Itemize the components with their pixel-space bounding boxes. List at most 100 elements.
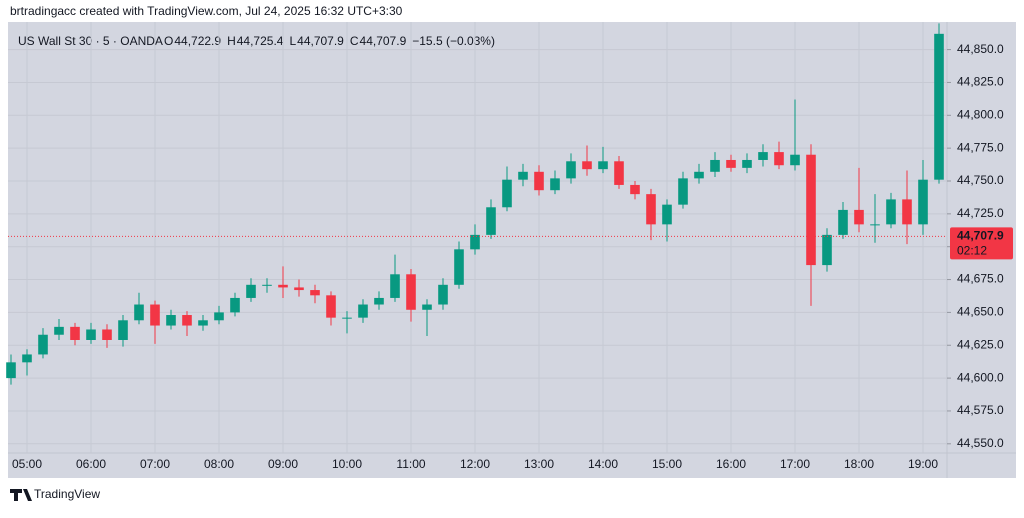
candle-body xyxy=(726,159,736,168)
y-tick-label: 44,625.0 xyxy=(957,337,1004,351)
chart-background xyxy=(8,22,1016,478)
y-tick-label: 44,550.0 xyxy=(957,436,1004,450)
candle-body xyxy=(662,204,672,225)
candle-body xyxy=(406,274,416,310)
countdown: 02:12 xyxy=(957,243,987,257)
x-tick-label: 16:00 xyxy=(716,457,746,471)
candle-body xyxy=(774,152,784,166)
x-tick-label: 15:00 xyxy=(652,457,682,471)
candle-body xyxy=(742,159,752,168)
price-label-bg xyxy=(950,227,1013,260)
x-tick-label: 17:00 xyxy=(780,457,810,471)
x-tick-label: 14:00 xyxy=(588,457,618,471)
candle-body xyxy=(710,159,720,172)
candle-body xyxy=(102,329,112,340)
y-tick-label: 44,750.0 xyxy=(957,173,1004,187)
legend-value: 44,725.4 xyxy=(237,34,284,48)
candle-body xyxy=(358,304,368,318)
y-tick-label: 44,800.0 xyxy=(957,107,1004,121)
candle-body xyxy=(550,178,560,191)
x-tick-label: 19:00 xyxy=(908,457,938,471)
x-tick-label: 07:00 xyxy=(140,457,170,471)
candle-body xyxy=(22,354,32,363)
logo xyxy=(10,489,32,501)
candle-body xyxy=(518,171,528,180)
candle-body xyxy=(646,194,656,225)
x-tick-label: 10:00 xyxy=(332,457,362,471)
candle-body xyxy=(614,161,624,185)
y-tick-label: 44,650.0 xyxy=(957,305,1004,319)
x-tick-label: 05:00 xyxy=(12,457,42,471)
footer-brand: TradingView xyxy=(34,487,100,501)
candle-body xyxy=(790,154,800,166)
price-label: 44,707.9 xyxy=(957,228,1004,242)
candle-body xyxy=(886,199,896,225)
candle-body xyxy=(262,284,272,286)
candle-body xyxy=(534,171,544,191)
plot xyxy=(6,22,947,453)
candle-body xyxy=(934,33,944,180)
legend-value: 44,707.9 xyxy=(297,34,344,48)
legend-key: H xyxy=(227,34,236,48)
candle-body xyxy=(374,297,384,305)
legend-key: C xyxy=(350,34,359,48)
legend-key: O xyxy=(164,34,173,48)
candle-body xyxy=(630,184,640,195)
candle-body xyxy=(166,315,176,326)
candle-body xyxy=(486,207,496,235)
candle-body xyxy=(870,224,880,226)
candle-body xyxy=(582,161,592,170)
x-tick-label: 09:00 xyxy=(268,457,298,471)
candle-body xyxy=(806,154,816,266)
candle-body xyxy=(326,295,336,318)
x-tick-label: 06:00 xyxy=(76,457,106,471)
candle-body xyxy=(70,326,80,340)
candle-body xyxy=(918,179,928,225)
candle-body xyxy=(246,284,256,298)
candle-body xyxy=(230,297,240,313)
attribution: brtradingacc created with TradingView.co… xyxy=(10,4,403,18)
x-tick-label: 12:00 xyxy=(460,457,490,471)
candle-body xyxy=(390,274,400,298)
candle-body xyxy=(214,312,224,321)
candle-body xyxy=(294,287,304,291)
candle-body xyxy=(86,329,96,340)
y-tick-label: 44,775.0 xyxy=(957,140,1004,154)
candle-body xyxy=(54,326,64,335)
y-tick-label: 44,725.0 xyxy=(957,206,1004,220)
candle-body xyxy=(342,317,352,319)
candle-body xyxy=(758,152,768,160)
y-tick-label: 44,825.0 xyxy=(957,75,1004,89)
y-tick-label: 44,575.0 xyxy=(957,403,1004,417)
candle-body xyxy=(854,209,864,225)
candle-body xyxy=(822,234,832,266)
candle-body xyxy=(198,320,208,326)
candle-body xyxy=(838,209,848,235)
candle-body xyxy=(694,171,704,179)
candle-body xyxy=(598,161,608,170)
candle-body xyxy=(422,304,432,310)
legend-change: −15.5 (−0.03%) xyxy=(412,34,495,48)
y-tick-label: 44,850.0 xyxy=(957,42,1004,56)
candle-body xyxy=(502,179,512,208)
candle-body xyxy=(454,249,464,285)
candle-body xyxy=(678,178,688,205)
x-tick-label: 08:00 xyxy=(204,457,234,471)
legend-key: L xyxy=(289,34,296,48)
legend-value: 44,722.9 xyxy=(174,34,221,48)
candle-body xyxy=(134,304,144,321)
x-tick-label: 18:00 xyxy=(844,457,874,471)
candle-body xyxy=(38,334,48,355)
y-tick-label: 44,600.0 xyxy=(957,370,1004,384)
y-tick-label: 44,675.0 xyxy=(957,272,1004,286)
candle-body xyxy=(150,304,160,326)
candle-body xyxy=(278,284,288,288)
symbol: US Wall St 30 · 5 · OANDA xyxy=(18,34,163,48)
candle-body xyxy=(566,161,576,179)
candle-body xyxy=(6,362,16,379)
x-tick-label: 13:00 xyxy=(524,457,554,471)
ohlc-legend: O 44,722.9 H 44,725.4 L 44,707.9 C 44,707.9 −15.… xyxy=(164,34,495,48)
candle-body xyxy=(470,234,480,250)
